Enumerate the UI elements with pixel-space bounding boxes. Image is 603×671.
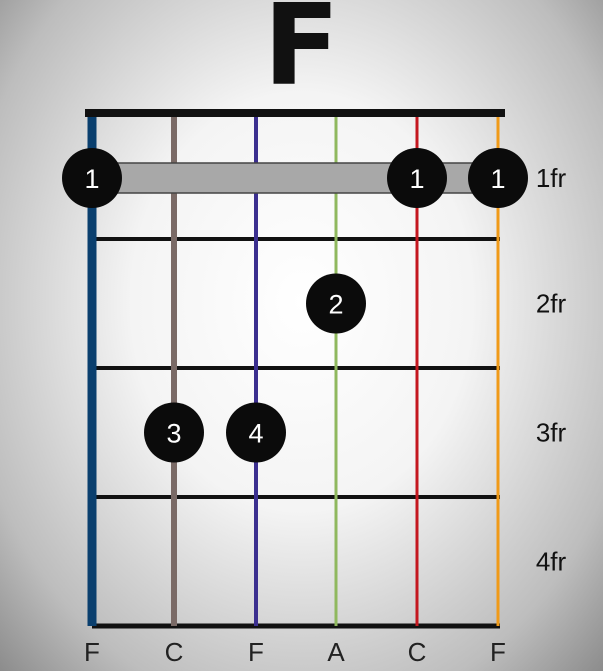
chord-title: F <box>263 0 340 111</box>
string-note-label: F <box>84 637 100 667</box>
finger-marker: 2 <box>306 273 366 334</box>
finger-dot <box>226 402 286 463</box>
finger-dot <box>387 148 447 208</box>
fret-label: 4fr <box>536 547 567 577</box>
fret-lines <box>92 237 500 629</box>
finger-markers: 1 1 1 2 3 4 <box>62 148 528 463</box>
finger-dot <box>468 148 528 208</box>
finger-dot <box>306 273 366 334</box>
fret-label: 2fr <box>536 289 567 319</box>
finger-marker: 1 <box>62 148 122 208</box>
finger-number: 2 <box>328 290 343 320</box>
finger-number: 1 <box>84 164 99 194</box>
string-note-label: C <box>165 637 184 667</box>
finger-marker: 1 <box>468 148 528 208</box>
string-note-label: C <box>408 637 427 667</box>
fret-labels: 1fr 2fr 3fr 4fr <box>536 163 567 577</box>
nut <box>85 109 505 117</box>
string-note-label: F <box>248 637 264 667</box>
finger-marker: 1 <box>387 148 447 208</box>
string-note-label: F <box>490 637 506 667</box>
finger-marker: 4 <box>226 402 286 463</box>
finger-dot <box>62 148 122 208</box>
finger-number: 3 <box>166 419 181 449</box>
finger-dot <box>144 402 204 463</box>
fret-label: 1fr <box>536 163 567 193</box>
finger-number: 1 <box>490 164 505 194</box>
string-note-label: A <box>327 637 345 667</box>
finger-number: 1 <box>409 164 424 194</box>
finger-number: 4 <box>248 419 263 449</box>
finger-marker: 3 <box>144 402 204 463</box>
fret-label: 3fr <box>536 418 567 448</box>
